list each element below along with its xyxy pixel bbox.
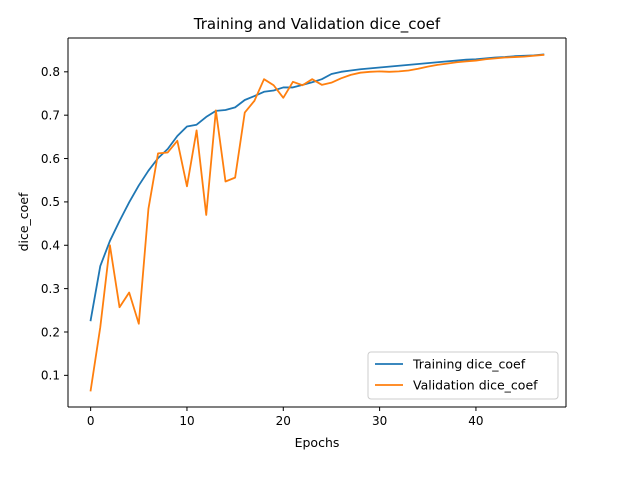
- y-tick-label: 0.4: [41, 239, 60, 253]
- plot-frame: [67, 37, 567, 408]
- chart-title: Training and Validation dice_coef: [193, 15, 441, 34]
- plot-area: [68, 38, 566, 407]
- y-axis-label: dice_coef: [16, 192, 31, 251]
- y-tick-label: 0.3: [41, 282, 60, 296]
- x-tick-label: 0: [87, 414, 95, 428]
- series-line-training: [89, 53, 545, 322]
- x-tick-label: 10: [179, 414, 194, 428]
- y-tick-label: 0.6: [41, 152, 60, 166]
- y-tick-label: 0.5: [41, 195, 60, 209]
- x-tick-label: 30: [372, 414, 387, 428]
- series-line-validation: [89, 53, 545, 392]
- y-tick-label: 0.7: [41, 108, 60, 122]
- x-tick-label: 20: [276, 414, 291, 428]
- y-tick-label: 0.8: [41, 65, 60, 79]
- legend-box: [367, 351, 559, 400]
- y-tick-label: 0.1: [41, 369, 60, 383]
- y-tick-label: 0.2: [41, 325, 60, 339]
- y-axis-ticks: 0.1 0.2 0.3 0.4 0.5 0.6 0.7 0.8: [41, 65, 68, 383]
- legend: Training dice_coef Validation dice_coef: [367, 351, 559, 400]
- x-axis-ticks: 0 10 20 30 40: [87, 407, 484, 428]
- series-layer: [89, 53, 545, 392]
- legend-label-validation: Validation dice_coef: [413, 378, 538, 393]
- legend-label-training: Training dice_coef: [412, 357, 526, 372]
- x-axis-label: Epochs: [295, 435, 340, 450]
- x-tick-label: 40: [468, 414, 483, 428]
